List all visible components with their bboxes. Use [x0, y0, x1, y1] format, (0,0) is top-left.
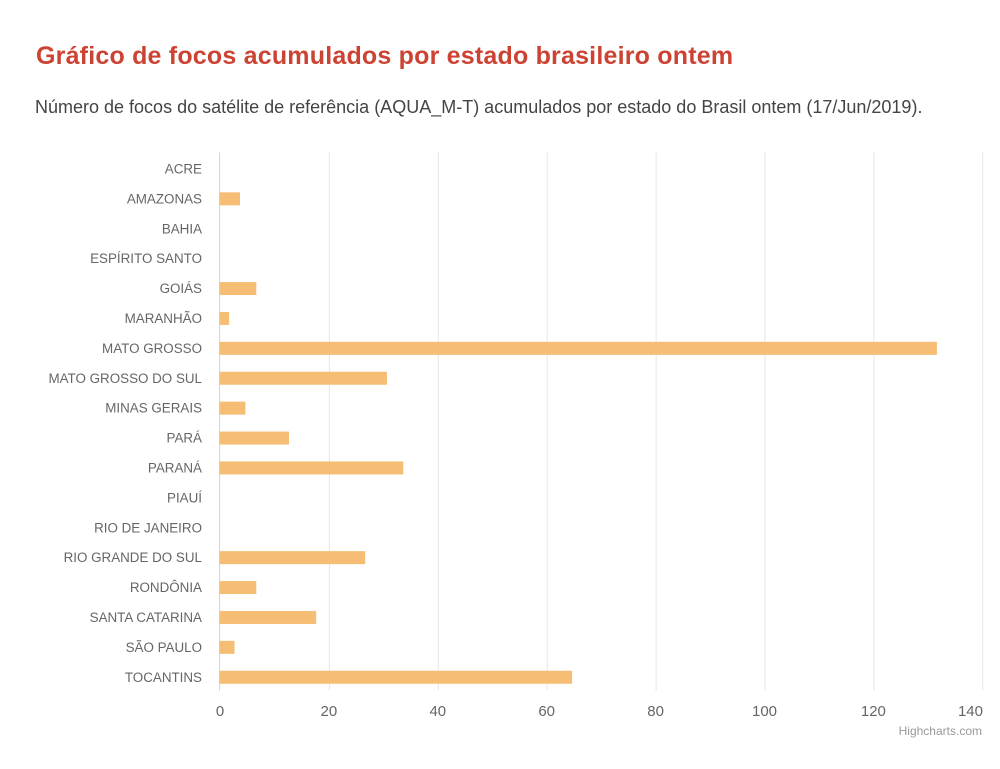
- svg-text:Gráfico de focos acumulados po: Gráfico de focos acumulados por estado b…: [36, 42, 733, 70]
- svg-text:RONDÔNIA: RONDÔNIA: [130, 580, 202, 595]
- svg-text:GOIÁS: GOIÁS: [160, 281, 202, 296]
- svg-text:AMAZONAS: AMAZONAS: [127, 191, 202, 206]
- svg-text:MINAS GERAIS: MINAS GERAIS: [105, 401, 202, 416]
- svg-text:ACRE: ACRE: [165, 161, 202, 176]
- svg-text:MATO GROSSO DO SUL: MATO GROSSO DO SUL: [48, 371, 202, 386]
- svg-text:40: 40: [429, 703, 446, 720]
- svg-text:Highcharts.com: Highcharts.com: [899, 724, 982, 738]
- svg-text:MARANHÃO: MARANHÃO: [125, 311, 202, 326]
- svg-text:PARÁ: PARÁ: [167, 431, 203, 446]
- svg-text:ESPÍRITO SANTO: ESPÍRITO SANTO: [90, 251, 202, 266]
- svg-text:PIAUÍ: PIAUÍ: [167, 490, 202, 505]
- svg-text:MATO GROSSO: MATO GROSSO: [102, 341, 202, 356]
- svg-text:TOCANTINS: TOCANTINS: [125, 670, 202, 685]
- svg-text:SÃO PAULO: SÃO PAULO: [126, 640, 202, 655]
- svg-text:120: 120: [861, 703, 886, 720]
- svg-text:80: 80: [647, 703, 664, 720]
- svg-text:BAHIA: BAHIA: [162, 221, 202, 236]
- svg-text:Número de focos do satélite de: Número de focos do satélite de referênci…: [35, 97, 922, 118]
- svg-text:0: 0: [216, 703, 224, 720]
- svg-text:PARANÁ: PARANÁ: [148, 460, 202, 475]
- svg-text:RIO DE JANEIRO: RIO DE JANEIRO: [94, 520, 202, 535]
- svg-text:RIO GRANDE DO SUL: RIO GRANDE DO SUL: [64, 550, 202, 565]
- svg-text:20: 20: [321, 703, 338, 720]
- svg-text:60: 60: [538, 703, 555, 720]
- svg-text:100: 100: [752, 703, 777, 720]
- svg-text:140: 140: [958, 703, 983, 720]
- svg-text:SANTA CATARINA: SANTA CATARINA: [90, 610, 202, 625]
